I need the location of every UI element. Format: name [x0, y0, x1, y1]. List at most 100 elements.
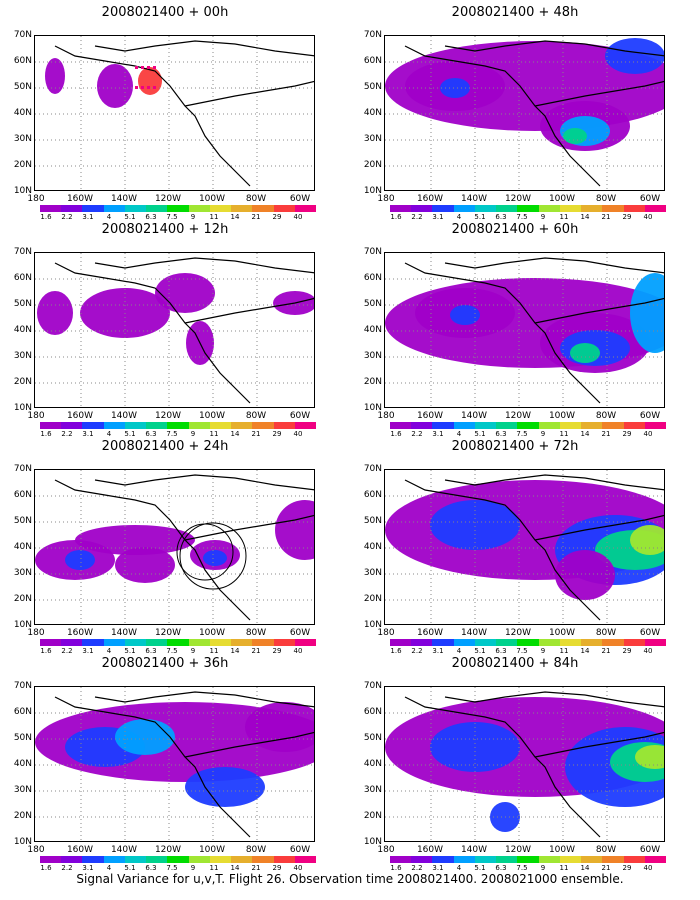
colorbar-swatch [517, 205, 539, 212]
variance-field [65, 550, 95, 570]
colorbar-swatch [559, 205, 582, 212]
colorbar-labels: 1.6 2.2 3.1 4 5.1 6.3 7.5 9 11 14 21 29 40 [390, 213, 666, 223]
colorbar-swatch [209, 856, 232, 863]
colorbar-swatch [167, 422, 189, 429]
panel-title: 2008021400 + 12h [101, 222, 229, 237]
latitude-label: 40N [363, 759, 382, 769]
longitude-label: 120W [154, 845, 182, 855]
colorbar-swatch [517, 422, 539, 429]
colorbar-swatch [146, 205, 168, 212]
colorbar-label: 7.5 [516, 647, 528, 655]
colorbar-label: 4 [106, 864, 112, 872]
colorbar-label: 11 [209, 213, 219, 221]
colorbar-label: 2.2 [61, 864, 73, 872]
colorbar-swatch [581, 205, 603, 212]
colorbar-swatch [40, 205, 62, 212]
latitude-label: 20N [363, 160, 382, 170]
map-panel: 2008021400 + 84h 70N 60N 50N 40N 30N 20N 10N 180… [350, 656, 690, 872]
colorbar-swatch [273, 856, 295, 863]
colorbar-label: 3.1 [82, 864, 94, 872]
map-canvas [35, 470, 314, 624]
colorbar-swatch [82, 639, 104, 646]
latitude-label: 60N [363, 707, 382, 717]
colorbar-label: 7.5 [166, 430, 178, 438]
colorbar-label: 7.5 [166, 647, 178, 655]
panel-title: 2008021400 + 84h [451, 656, 579, 671]
colorbar-swatch [188, 639, 210, 646]
colorbar-label: 21 [251, 213, 261, 221]
colorbar [390, 639, 667, 646]
longitude-label: 160W [416, 845, 444, 855]
colorbar-swatch [231, 422, 253, 429]
latitude-label: 40N [13, 542, 32, 552]
variance-field [75, 525, 195, 555]
colorbar-label: 21 [601, 430, 611, 438]
colorbar-label: 5.1 [124, 864, 136, 872]
longitude-label: 60W [289, 411, 311, 421]
colorbar-swatch [517, 639, 539, 646]
flight-track-point [141, 86, 144, 89]
latitude-label: 40N [363, 325, 382, 335]
colorbar-swatch [474, 856, 497, 863]
colorbar-label: 7.5 [166, 213, 178, 221]
map-plot [34, 252, 315, 408]
colorbar-label: 11 [559, 213, 569, 221]
colorbar-label: 2.2 [61, 430, 73, 438]
latitude-label: 70N [13, 464, 32, 474]
latitude-label: 20N [13, 594, 32, 604]
map-plot [34, 469, 315, 625]
colorbar-swatch [538, 856, 560, 863]
colorbar-label: 40 [643, 647, 653, 655]
colorbar [40, 856, 317, 863]
colorbar-label: 7.5 [166, 864, 178, 872]
variance-field [430, 500, 520, 550]
colorbar-swatch [623, 205, 645, 212]
map-canvas [385, 470, 664, 624]
latitude-label: 50N [363, 82, 382, 92]
latitude-label: 40N [13, 108, 32, 118]
latitude-label: 20N [363, 377, 382, 387]
longitude-label: 100W [548, 194, 576, 204]
colorbar-label: 9 [190, 430, 196, 438]
colorbar-label: 29 [622, 864, 632, 872]
colorbar-label: 11 [559, 647, 569, 655]
colorbar-label: 21 [251, 430, 261, 438]
colorbar-swatch [209, 639, 232, 646]
colorbar-swatch [581, 639, 603, 646]
colorbar-swatch [103, 856, 125, 863]
colorbar-labels: 1.6 2.2 3.1 4 5.1 6.3 7.5 9 11 14 21 29 40 [40, 430, 316, 440]
colorbar-label: 6.3 [495, 647, 507, 655]
colorbar-label: 5.1 [474, 647, 486, 655]
colorbar [390, 205, 667, 212]
colorbar-swatch [581, 422, 603, 429]
colorbar-labels: 1.6 2.2 3.1 4 5.1 6.3 7.5 9 11 14 21 29 40 [40, 647, 316, 657]
colorbar-label: 1.6 [40, 213, 52, 221]
colorbar-swatch [432, 856, 454, 863]
colorbar-label: 29 [272, 647, 282, 655]
colorbar-label: 14 [230, 213, 240, 221]
colorbar-swatch [644, 205, 667, 212]
colorbar-swatch [602, 422, 624, 429]
colorbar-swatch [82, 856, 104, 863]
colorbar-swatch [644, 856, 667, 863]
map-canvas [385, 36, 664, 190]
latitude-label: 10N [13, 403, 32, 413]
latitude-label: 70N [363, 30, 382, 40]
panel-title: 2008021400 + 72h [451, 439, 579, 454]
colorbar-swatch [61, 639, 83, 646]
latitude-label: 60N [363, 490, 382, 500]
latitude-label: 20N [13, 160, 32, 170]
longitude-label: 100W [198, 628, 226, 638]
map-plot [384, 686, 665, 842]
colorbar-label: 9 [190, 647, 196, 655]
colorbar-label: 3.1 [82, 213, 94, 221]
colorbar-label: 1.6 [390, 647, 402, 655]
colorbar-swatch [124, 205, 147, 212]
latitude-label: 60N [363, 273, 382, 283]
colorbar-label: 11 [209, 647, 219, 655]
latitude-label: 20N [13, 811, 32, 821]
colorbar-label: 9 [540, 864, 546, 872]
colorbar-swatch [146, 422, 168, 429]
latitude-label: 70N [13, 681, 32, 691]
variance-field [37, 291, 73, 335]
